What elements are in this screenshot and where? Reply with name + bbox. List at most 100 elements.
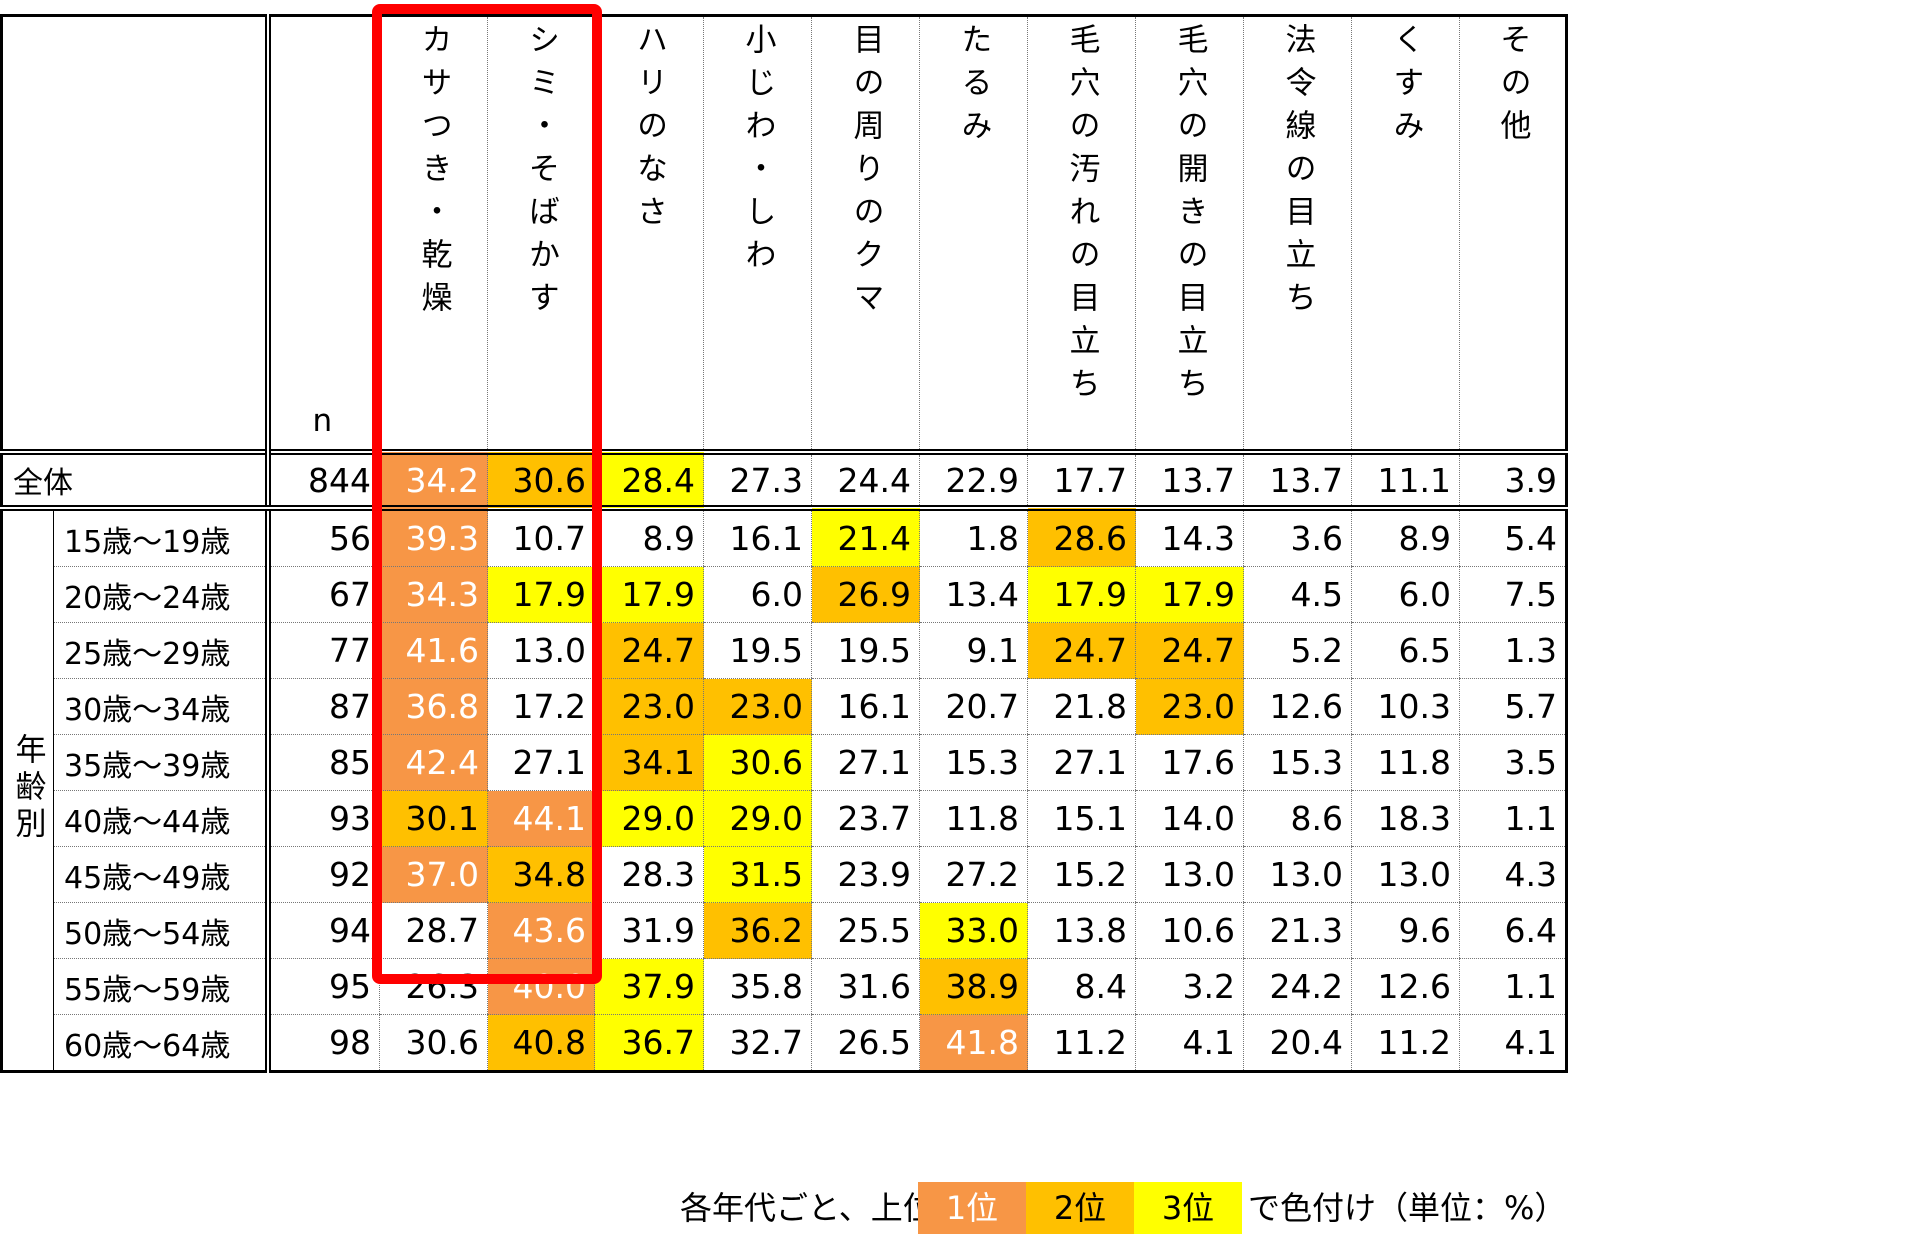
legend-rank1: 1位 (918, 1182, 1026, 1234)
row-label: 50歳～54歳 (53, 902, 268, 959)
n-cell: 98 (264, 1014, 380, 1073)
table-row: 35歳～39歳 85 42.4 27.1 34.1 30.6 27.1 15.3 27.1 17.… (2, 734, 1568, 791)
value-cell: 19.5 (811, 622, 920, 679)
value-cell: 34.1 (594, 734, 704, 791)
value-cell: 19.5 (703, 622, 812, 679)
value-cell: 12.6 (1243, 678, 1352, 735)
value-cell: 4.1 (1135, 1014, 1244, 1073)
value-cell: 16.1 (703, 508, 812, 567)
value-cell: 8.9 (1351, 508, 1460, 567)
value-cell: 23.0 (1135, 678, 1244, 735)
table-row: 25歳～29歳 77 41.6 13.0 24.7 19.5 19.5 9.1 24.7 24.7… (2, 622, 1568, 679)
column-header-label: シミ・そばかす (523, 23, 559, 324)
value-cell: 27.1 (811, 734, 920, 791)
value-cell: 20.7 (919, 678, 1028, 735)
value-cell: 27.1 (487, 734, 595, 791)
value-cell: 10.6 (1135, 902, 1244, 959)
value-cell: 36.7 (594, 1014, 704, 1073)
value-cell: 17.9 (1135, 566, 1244, 623)
column-header-label: たるみ (955, 23, 992, 152)
value-cell: 23.0 (594, 678, 704, 735)
value-cell: 28.3 (594, 846, 704, 903)
value-cell: 4.3 (1459, 846, 1568, 903)
value-cell: 13.0 (1351, 846, 1460, 903)
value-cell: 42.4 (379, 734, 488, 791)
value-cell: 44.1 (487, 790, 595, 847)
row-label: 45歳～49歳 (53, 846, 268, 903)
value-cell: 11.8 (1351, 734, 1460, 791)
value-cell: 14.3 (1135, 508, 1244, 567)
value-cell: 26.5 (811, 1014, 920, 1073)
value-cell: 10.7 (487, 508, 595, 567)
value-cell: 11.8 (919, 790, 1028, 847)
value-cell: 23.0 (703, 678, 812, 735)
value-cell: 9.6 (1351, 902, 1460, 959)
value-cell: 26.9 (811, 566, 920, 623)
value-cell: 35.8 (703, 958, 812, 1015)
value-cell: 24.2 (1243, 958, 1352, 1015)
n-cell: 94 (264, 902, 380, 959)
value-cell: 41.6 (379, 622, 488, 679)
value-cell: 20.4 (1243, 1014, 1352, 1073)
n-cell: 77 (264, 622, 380, 679)
column-header: ハリのなさ (594, 14, 704, 452)
column-header-label: ハリのなさ (631, 23, 667, 238)
value-cell: 14.0 (1135, 790, 1244, 847)
value-cell: 6.0 (1351, 566, 1460, 623)
value-cell: 30.6 (487, 449, 595, 511)
row-label: 30歳～34歳 (53, 678, 268, 735)
value-cell: 4.1 (1459, 1014, 1568, 1073)
legend-suffix: で色付け（単位：%） (1248, 1189, 1567, 1227)
value-cell: 32.7 (703, 1014, 812, 1073)
column-header-label: カサつき・乾燥 (415, 23, 452, 324)
column-header-label: その他 (1494, 23, 1531, 152)
value-cell: 31.9 (594, 902, 704, 959)
value-cell: 6.5 (1351, 622, 1460, 679)
n-header-label: n (312, 403, 333, 439)
table-row: 20歳～24歳 67 34.3 17.9 17.9 6.0 26.9 13.4 17.9 17.9… (2, 566, 1568, 623)
table-row: 55歳～59歳 95 26.3 40.0 37.9 35.8 31.6 38.9 8.4 3.2 2… (2, 958, 1568, 1015)
value-cell: 13.7 (1135, 449, 1244, 511)
value-cell: 17.2 (487, 678, 595, 735)
value-cell: 21.3 (1243, 902, 1352, 959)
value-cell: 27.1 (1027, 734, 1136, 791)
row-label: 20歳～24歳 (53, 566, 268, 623)
n-cell: 87 (264, 678, 380, 735)
column-header-label: 毛穴の汚れの目立ち (1063, 23, 1100, 410)
value-cell: 21.4 (811, 508, 920, 567)
n-cell: 93 (264, 790, 380, 847)
legend-rank2: 2位 (1026, 1182, 1134, 1234)
value-cell: 28.4 (594, 449, 704, 511)
n-cell: 56 (264, 508, 380, 567)
header-row: n カサつき・乾燥 シミ・そばかす ハリのなさ 小じわ・しわ 目の周りのクマ たるみ 毛穴の… (0, 14, 1568, 452)
row-label: 15歳～19歳 (53, 508, 268, 567)
ranking-table-wrapper: n カサつき・乾燥 シミ・そばかす ハリのなさ 小じわ・しわ 目の周りのクマ たるみ 毛穴の… (0, 14, 1929, 1073)
value-cell: 16.1 (811, 678, 920, 735)
value-cell: 1.1 (1459, 790, 1568, 847)
column-header: カサつき・乾燥 (379, 14, 488, 452)
value-cell: 7.5 (1459, 566, 1568, 623)
column-header-label: 小じわ・しわ (739, 23, 776, 281)
column-header: くすみ (1351, 14, 1460, 452)
value-cell: 37.0 (379, 846, 488, 903)
n-header: n (264, 14, 380, 452)
total-row: 全体 844 34.2 30.6 28.4 27.3 24.4 22.9 17.7 13.7 13.… (0, 449, 1568, 511)
value-cell: 13.4 (919, 566, 1028, 623)
value-cell: 10.3 (1351, 678, 1460, 735)
row-label: 40歳～44歳 (53, 790, 268, 847)
table-row: 45歳～49歳 92 37.0 34.8 28.3 31.5 23.9 27.2 15.2 13.… (2, 846, 1568, 903)
value-cell: 30.6 (703, 734, 812, 791)
value-cell: 27.2 (919, 846, 1028, 903)
value-cell: 17.9 (1027, 566, 1136, 623)
value-cell: 13.8 (1027, 902, 1136, 959)
table-row: 60歳～64歳 98 30.6 40.8 36.7 32.7 26.5 41.8 11.2 4.1… (2, 1014, 1568, 1073)
value-cell: 27.3 (703, 449, 812, 511)
group-label-cell: 年齢別 (0, 508, 54, 1073)
value-cell: 11.1 (1351, 449, 1460, 511)
row-label: 55歳～59歳 (53, 958, 268, 1015)
value-cell: 37.9 (594, 958, 704, 1015)
table-row: 50歳～54歳 94 28.7 43.6 31.9 36.2 25.5 33.0 13.8 10.… (2, 902, 1568, 959)
value-cell: 30.1 (379, 790, 488, 847)
value-cell: 8.6 (1243, 790, 1352, 847)
value-cell: 3.2 (1135, 958, 1244, 1015)
